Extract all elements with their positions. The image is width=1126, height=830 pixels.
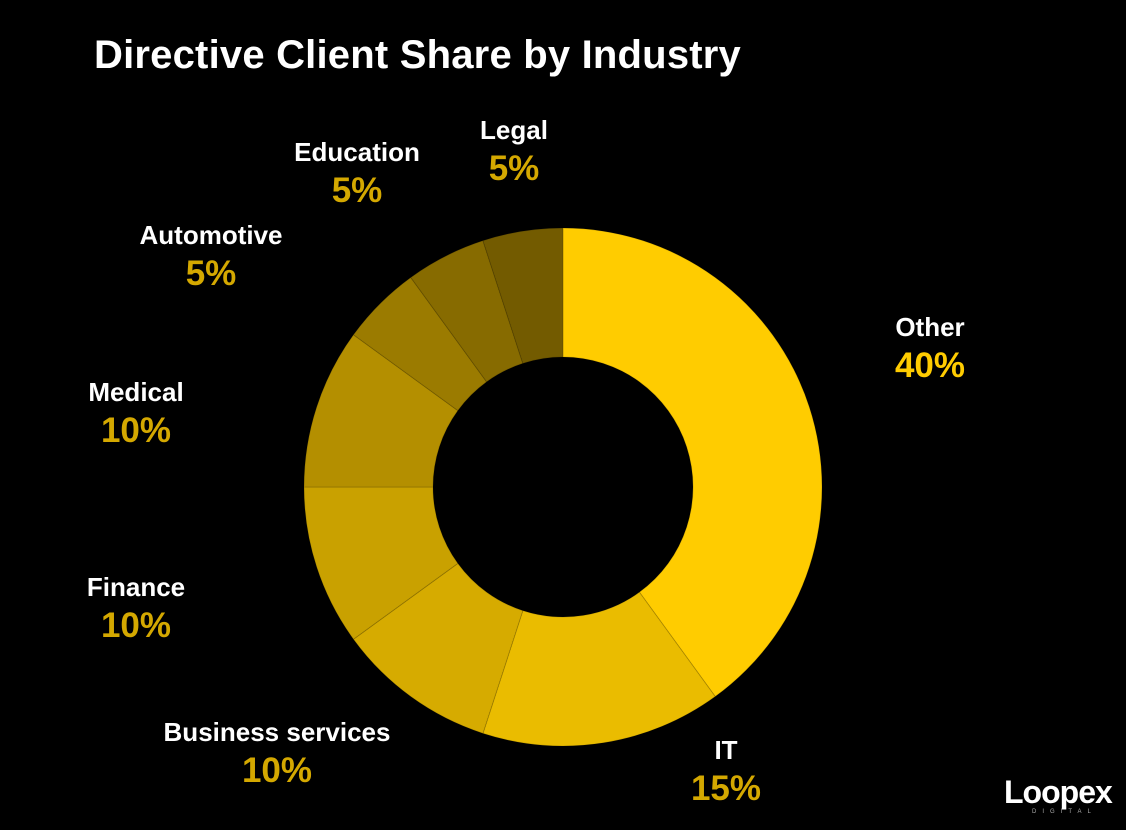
slice-category-label: Education	[294, 137, 420, 167]
slice-business-services	[352, 562, 524, 734]
loopex-logo: Loopex DIGITAL	[1004, 774, 1113, 816]
label-it: IT 15%	[691, 733, 761, 811]
slice-medical	[303, 334, 459, 488]
slice-value-label: 40%	[894, 346, 966, 385]
slice-legal	[482, 227, 564, 364]
slice-category-label: Legal	[480, 115, 548, 145]
slice-category-label: Other	[895, 312, 965, 342]
chart-title: Directive Client Share by Industry	[94, 33, 741, 77]
label-medical: Medical 10%	[88, 375, 183, 453]
slice-category-label: Business services	[163, 717, 391, 747]
logo-wordmark: Loopex	[1004, 774, 1113, 810]
slice-value-label: 10%	[100, 411, 172, 450]
label-business-services: Business services 10%	[164, 715, 391, 793]
slice-finance	[303, 486, 459, 640]
slice-value-label: 5%	[185, 254, 237, 293]
slice-value-label: 15%	[690, 769, 762, 808]
label-automotive: Automotive 5%	[140, 218, 283, 296]
slice-category-label: IT	[714, 735, 738, 765]
label-legal: Legal 5%	[480, 113, 548, 191]
label-education: Education 5%	[294, 135, 420, 213]
slice-education	[410, 240, 524, 383]
slice-other	[562, 227, 823, 698]
slice-value-label: 5%	[331, 171, 383, 210]
slice-category-label: Finance	[86, 572, 186, 602]
label-finance: Finance 10%	[87, 570, 185, 648]
label-other: Other 40%	[895, 310, 965, 388]
slice-value-label: 10%	[100, 606, 172, 645]
slice-value-label: 10%	[241, 751, 313, 790]
slice-category-label: Medical	[88, 377, 184, 407]
slice-it	[482, 591, 716, 747]
slice-category-label: Automotive	[139, 220, 283, 250]
logo-subtext: DIGITAL	[1032, 809, 1097, 815]
slice-value-label: 5%	[488, 149, 540, 188]
